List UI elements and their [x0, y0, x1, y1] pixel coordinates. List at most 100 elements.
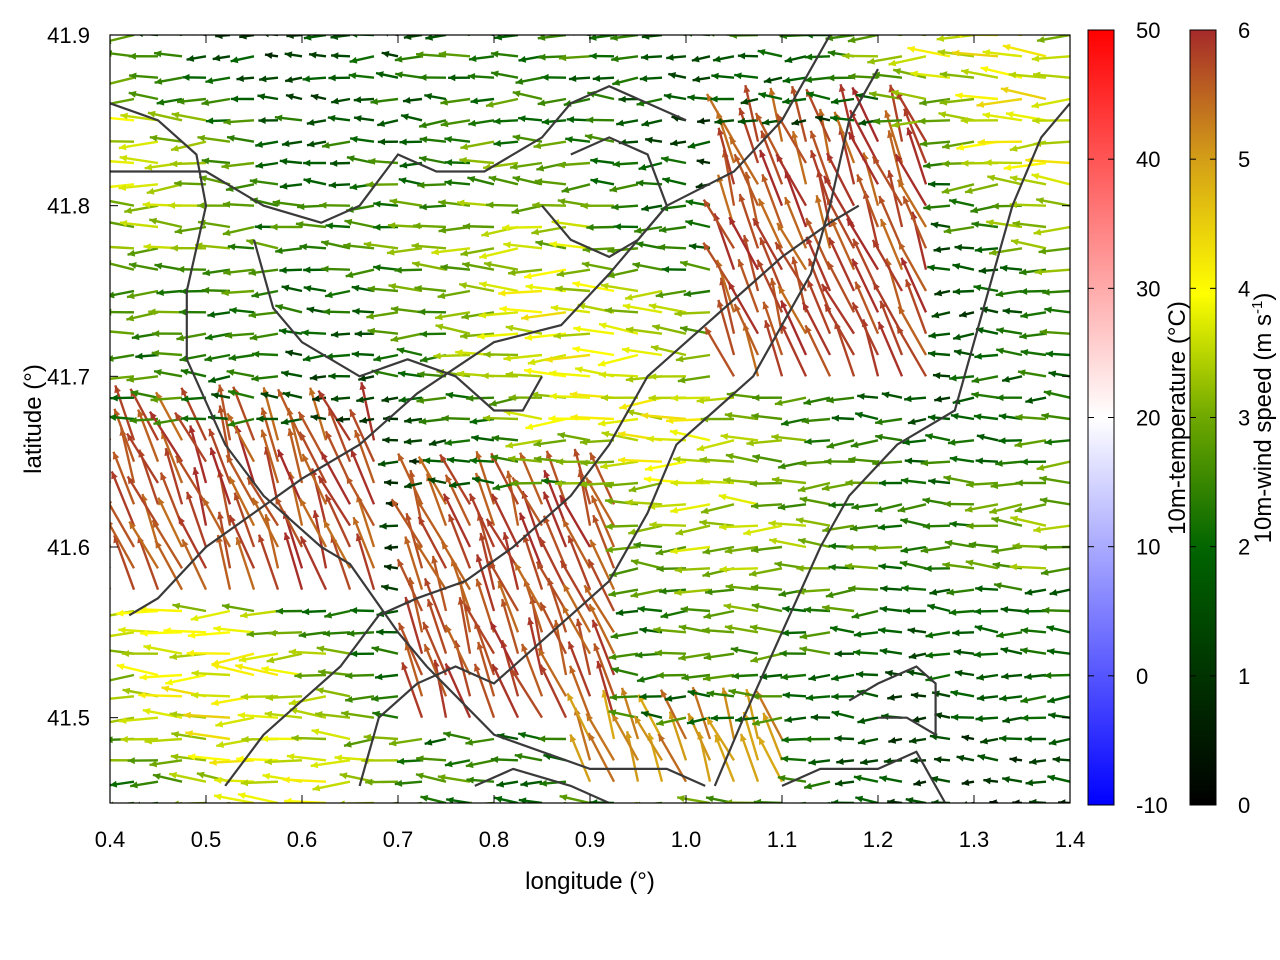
wind-arrow-head: [724, 547, 733, 555]
wind-arrow-head: [934, 289, 943, 297]
wind-arrow-head: [403, 438, 412, 445]
wind-arrow-head: [593, 643, 600, 652]
wind-arrow: [426, 598, 448, 655]
wind-arrow: [657, 733, 688, 783]
wind-arrow-head: [388, 739, 397, 747]
wind-arrow: [596, 660, 616, 719]
wind-arrow: [1003, 161, 1047, 172]
wind-arrow-head: [1044, 306, 1052, 314]
wind-arrow-head: [282, 391, 291, 399]
wind-arrow-shaft: [313, 510, 328, 569]
wind-arrow: [239, 35, 255, 40]
wind-arrow: [965, 559, 999, 570]
wind-arrow: [465, 759, 495, 769]
wind-arrow: [110, 478, 112, 483]
wind-arrow-head: [92, 114, 99, 121]
wind-arrow: [228, 514, 256, 569]
wind-arrow-shaft: [587, 732, 616, 783]
wind-arrow: [719, 523, 759, 531]
wind-arrow-head: [251, 374, 259, 382]
wind-arrow: [371, 645, 399, 655]
wind-arrow-head: [973, 651, 981, 659]
wind-arrow: [903, 108, 928, 164]
wind-arrow: [976, 97, 1023, 108]
wind-arrow-head: [467, 72, 476, 80]
wind-arrow-shaft: [520, 643, 544, 697]
wind-arrow: [700, 503, 735, 515]
wind-arrow: [404, 536, 424, 591]
wind-arrow-head: [604, 804, 612, 811]
wind-arrow-head: [350, 449, 358, 458]
wind-arrow-head: [857, 392, 865, 400]
wind-arrow-head: [147, 110, 156, 118]
wind-arrow: [280, 417, 303, 426]
wind-arrow: [110, 436, 112, 441]
wind-arrow: [110, 140, 135, 143]
wind-arrow-head: [805, 325, 812, 334]
wind-arrow-shaft: [110, 716, 135, 724]
wind-arrow: [217, 384, 232, 441]
wind-arrow: [847, 35, 879, 44]
wind-arrow: [302, 353, 327, 362]
wind-arrow-head: [906, 669, 915, 677]
wind-arrow-shaft: [232, 386, 256, 441]
wind-arrow-head: [491, 434, 500, 442]
wind-arrow-head: [537, 35, 546, 41]
wind-arrow-head: [351, 350, 360, 358]
wind-arrow-shaft: [320, 451, 352, 505]
wind-arrow: [757, 198, 784, 249]
wind-arrow: [830, 673, 855, 682]
wind-arrow: [615, 609, 639, 617]
wind-arrow-shaft: [611, 713, 640, 761]
wind-arrow-head: [974, 246, 983, 254]
wind-arrow-head: [581, 261, 590, 269]
wind-arrow: [434, 311, 471, 321]
wind-arrow-head: [660, 611, 669, 619]
wind-arrow: [1012, 220, 1047, 229]
wind-arrow: [1019, 647, 1047, 655]
wind-arrow: [126, 375, 159, 383]
wind-arrow: [534, 178, 567, 186]
wind-arrow: [151, 330, 183, 338]
wind-arrow-shaft: [317, 390, 352, 441]
wind-arrow-head: [737, 52, 746, 60]
wind-arrow-head: [122, 687, 131, 695]
wind-arrow-shaft: [801, 301, 832, 356]
wind-arrow-head: [1048, 712, 1056, 719]
wind-arrow-head: [100, 647, 108, 654]
wind-arrow-head: [121, 650, 130, 658]
wind-arrow-shaft: [396, 558, 424, 612]
wind-arrow-head: [759, 149, 766, 158]
wind-arrow-shaft: [350, 449, 376, 505]
wind-arrow: [597, 353, 639, 367]
wind-arrow: [110, 652, 111, 654]
wind-arrow: [853, 774, 879, 783]
wind-arrow-head: [114, 385, 121, 394]
wind-arrow: [535, 240, 567, 250]
wind-arrow-head: [1020, 627, 1029, 635]
wind-arrow-head: [68, 76, 75, 83]
wind-arrow-head: [818, 108, 825, 117]
wind-arrow: [110, 140, 111, 142]
wind-arrow: [711, 72, 735, 80]
wind-arrow: [988, 503, 1023, 515]
wind-arrow-head: [653, 626, 661, 634]
wind-arrow-head: [388, 283, 397, 290]
wind-arrow-head: [498, 289, 506, 297]
wind-arrow-shaft: [558, 494, 592, 548]
wind-arrow-head: [543, 470, 551, 479]
wind-arrow-head: [376, 628, 384, 636]
wind-arrow-head: [216, 534, 223, 543]
wind-arrow-shaft: [474, 472, 496, 527]
wind-arrow-head: [674, 588, 682, 596]
wind-arrow: [343, 242, 375, 250]
wind-arrow: [902, 607, 927, 615]
wind-arrow-head: [749, 624, 758, 632]
wind-arrow-head: [80, 413, 88, 420]
wind-arrow-shaft: [110, 631, 135, 638]
wind-arrow-head: [757, 259, 764, 268]
wind-arrow-head: [743, 85, 751, 93]
wind-arrow-head: [420, 795, 429, 802]
wind-arrow-head: [1024, 673, 1032, 681]
wind-arrow: [704, 588, 735, 596]
